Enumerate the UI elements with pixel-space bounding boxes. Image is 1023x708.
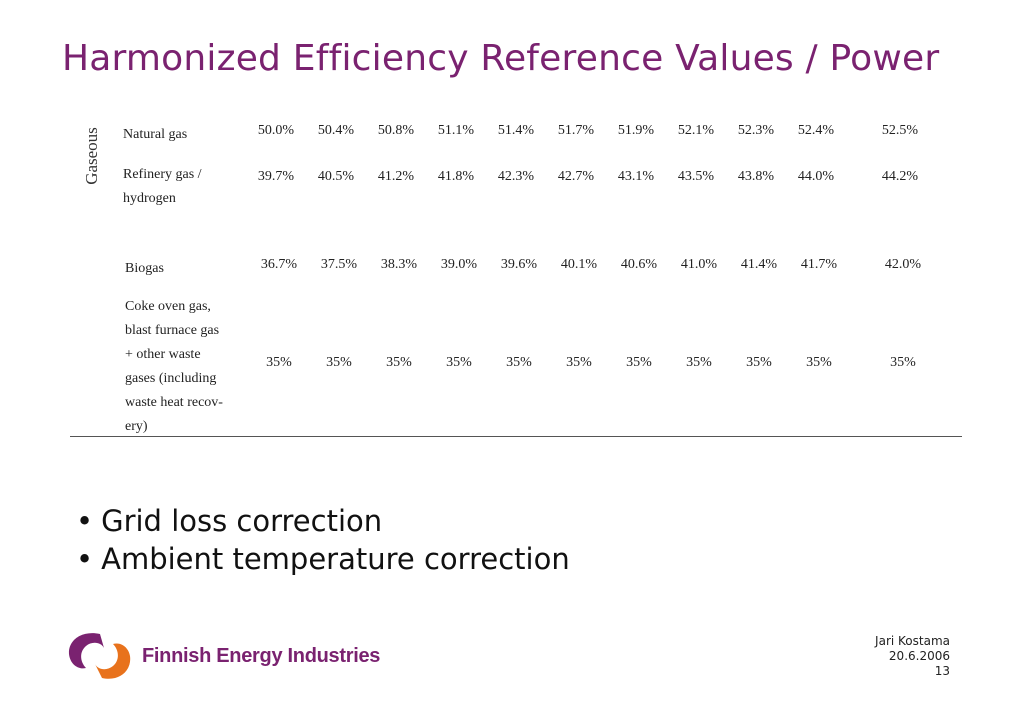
table-cell: 38.3% <box>380 257 418 272</box>
table-cell: 35% <box>506 355 532 370</box>
table-cell: 51.4% <box>497 123 535 138</box>
table-cell: 39.6% <box>500 257 538 272</box>
table-cell: 35% <box>890 355 916 370</box>
table-cell: 41.8% <box>437 169 475 184</box>
row-label-refinery-gas: Refinery gas / hydrogen <box>123 167 202 206</box>
table-cell: 40.6% <box>620 257 658 272</box>
table-cell: 41.0% <box>680 257 718 272</box>
table-cell: 42.3% <box>497 169 535 184</box>
logo-text: Finnish Energy Industries <box>142 645 381 667</box>
table-cell: 35% <box>446 355 472 370</box>
table-cell: 35% <box>266 355 292 370</box>
bullet-text: Ambient temperature correction <box>101 542 570 576</box>
footer-date: 20.6.2006 <box>888 649 950 663</box>
bullet-text: Grid loss correction <box>101 504 383 538</box>
table-cell: 52.5% <box>881 123 919 138</box>
table-cell: 35% <box>626 355 652 370</box>
table-cell: 35% <box>326 355 352 370</box>
table-cell: 50.8% <box>377 123 415 138</box>
table-cell: 35% <box>746 355 772 370</box>
table-cell: 41.7% <box>800 257 838 272</box>
slide-title: Harmonized Efficiency Reference Values /… <box>62 38 940 79</box>
bullet-item: • Grid loss correction <box>76 502 570 540</box>
table-bottom-rule <box>70 436 962 437</box>
efficiency-table: Gaseous Natural gas Refinery gas / hydro… <box>70 112 962 438</box>
group-label-gaseous: Gaseous <box>74 120 110 192</box>
row-label-natural-gas: Natural gas <box>123 127 188 142</box>
table-cell: 35% <box>686 355 712 370</box>
row-label-biogas: Biogas <box>125 261 164 276</box>
table-cell: 35% <box>386 355 412 370</box>
table-cell: 42.0% <box>884 257 922 272</box>
table-cell: 40.5% <box>317 169 355 184</box>
table-cell: 44.0% <box>797 169 835 184</box>
table-cell: 39.7% <box>257 169 295 184</box>
table-cell: 36.7% <box>260 257 298 272</box>
table-cell: 42.7% <box>557 169 595 184</box>
bullet-symbol: • <box>76 542 94 576</box>
row-label-coke-oven-gas: Coke oven gas, blast furnace gas + other… <box>125 299 223 434</box>
table-cell: 52.4% <box>797 123 835 138</box>
group-label-text: Gaseous <box>82 127 101 185</box>
table-cell: 43.1% <box>617 169 655 184</box>
company-logo: Finnish Energy Industries <box>66 628 380 684</box>
table-cell: 39.0% <box>440 257 478 272</box>
bullet-symbol: • <box>76 504 94 538</box>
bullet-item: • Ambient temperature correction <box>76 540 570 578</box>
table-cell: 52.3% <box>737 123 775 138</box>
table-cell: 35% <box>806 355 832 370</box>
table-cell: 41.4% <box>740 257 778 272</box>
footer-page-number: 13 <box>934 664 950 678</box>
footer-author: Jari Kostama <box>875 634 950 648</box>
table-cell: 37.5% <box>320 257 358 272</box>
table-cell: 44.2% <box>881 169 919 184</box>
table-cell: 43.8% <box>737 169 775 184</box>
table-cell: 51.1% <box>437 123 475 138</box>
slide-footer: Jari Kostama 20.6.2006 13 <box>875 634 950 679</box>
table-cell: 40.1% <box>560 257 598 272</box>
table-cell: 43.5% <box>677 169 715 184</box>
table-cell: 35% <box>566 355 592 370</box>
table-cell: 51.7% <box>557 123 595 138</box>
bullet-list: • Grid loss correction • Ambient temperatu… <box>76 502 570 578</box>
table-cell: 52.1% <box>677 123 715 138</box>
table-cell: 50.0% <box>257 123 295 138</box>
table-cell: 51.9% <box>617 123 655 138</box>
table-cell: 50.4% <box>317 123 355 138</box>
logo-mark-icon <box>68 633 131 679</box>
table-cell: 41.2% <box>377 169 415 184</box>
